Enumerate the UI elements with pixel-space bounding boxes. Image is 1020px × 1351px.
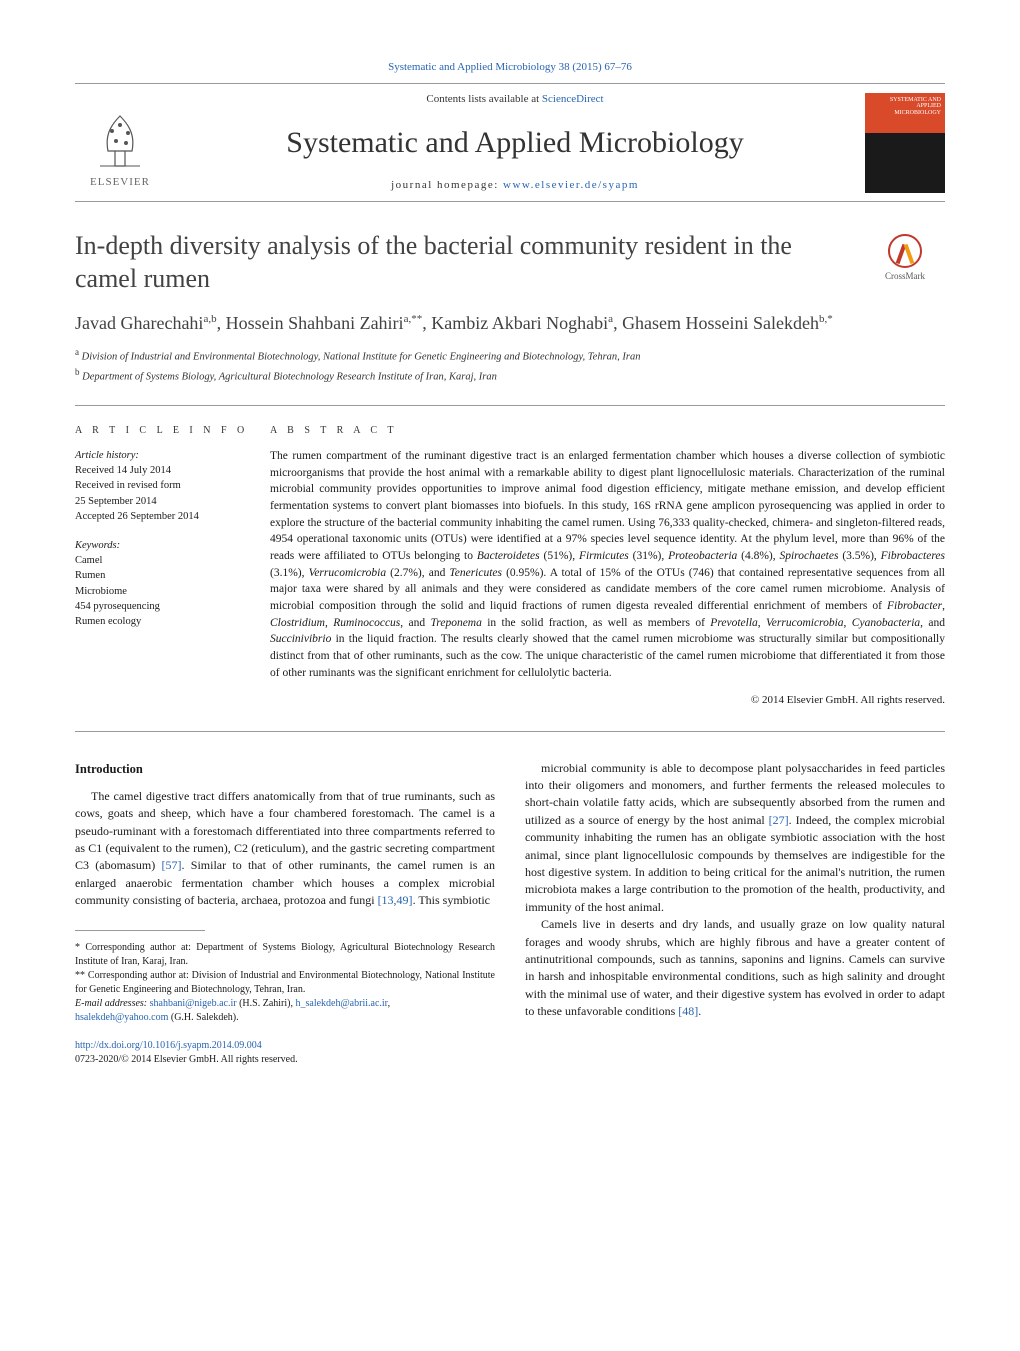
abstract-column: a b s t r a c t The rumen compartment of… — [270, 424, 945, 709]
section-heading-introduction: Introduction — [75, 760, 495, 778]
elsevier-label: ELSEVIER — [90, 175, 150, 190]
article-history: Article history: Received 14 July 2014 R… — [75, 448, 250, 524]
emails-label: E-mail addresses: — [75, 998, 150, 1009]
body-paragraph: Camels live in deserts and dry lands, an… — [525, 916, 945, 1020]
contents-prefix: Contents lists available at — [426, 93, 541, 105]
journal-homepage-line: journal homepage: www.elsevier.de/syapm — [185, 178, 845, 193]
journal-header: ELSEVIER Contents lists available at Sci… — [75, 83, 945, 202]
email-link[interactable]: shahbani@nigeb.ac.ir — [150, 998, 237, 1009]
footnote-emails: E-mail addresses: shahbani@nigeb.ac.ir (… — [75, 997, 495, 1025]
crossmark-label: CrossMark — [865, 270, 945, 283]
crossmark-icon — [888, 234, 922, 268]
email-sep: , — [388, 998, 391, 1009]
footnote-star2: ** Corresponding author at: Division of … — [75, 969, 495, 997]
email-who: (H.S. Zahiri), — [237, 998, 296, 1009]
footnote-star1: * Corresponding author at: Department of… — [75, 941, 495, 969]
email-link[interactable]: h_salekdeh@abrii.ac.ir — [295, 998, 387, 1009]
history-line: Accepted 26 September 2014 — [75, 509, 250, 524]
elsevier-logo: ELSEVIER — [75, 95, 165, 190]
email-link[interactable]: hsalekdeh@yahoo.com — [75, 1012, 168, 1023]
body-columns: Introduction The camel digestive tract d… — [75, 760, 945, 1067]
journal-citation-link[interactable]: Systematic and Applied Microbiology 38 (… — [388, 61, 632, 73]
body-paragraph: microbial community is able to decompose… — [525, 760, 945, 917]
sciencedirect-link[interactable]: ScienceDirect — [542, 93, 604, 105]
history-line: Received in revised form — [75, 478, 250, 493]
affil-sup: b — [75, 367, 80, 377]
affil-text: Department of Systems Biology, Agricultu… — [82, 371, 497, 382]
email-who: (G.H. Salekdeh). — [168, 1012, 238, 1023]
affil-sup: a — [75, 347, 79, 357]
history-title: Article history: — [75, 448, 250, 463]
keywords-block: Keywords: Camel Rumen Microbiome 454 pyr… — [75, 538, 250, 629]
issn-copyright: 0723-2020/© 2014 Elsevier GmbH. All righ… — [75, 1054, 298, 1065]
history-line: 25 September 2014 — [75, 494, 250, 509]
crossmark-badge[interactable]: CrossMark — [865, 234, 945, 283]
history-line: Received 14 July 2014 — [75, 463, 250, 478]
doi-block: http://dx.doi.org/10.1016/j.syapm.2014.0… — [75, 1039, 495, 1067]
keyword: Microbiome — [75, 584, 250, 599]
homepage-prefix: journal homepage: — [391, 179, 503, 191]
contents-available-line: Contents lists available at ScienceDirec… — [185, 92, 845, 107]
keyword: Camel — [75, 553, 250, 568]
footnote-rule — [75, 930, 205, 931]
affiliations: a Division of Industrial and Environment… — [75, 346, 945, 385]
keyword: 454 pyrosequencing — [75, 599, 250, 614]
doi-link[interactable]: http://dx.doi.org/10.1016/j.syapm.2014.0… — [75, 1040, 262, 1051]
article-info-heading: a r t i c l e i n f o — [75, 424, 250, 438]
keywords-title: Keywords: — [75, 538, 250, 553]
affil-text: Division of Industrial and Environmental… — [82, 352, 641, 363]
corresponding-footnotes: * Corresponding author at: Department of… — [75, 941, 495, 1025]
body-col-left: Introduction The camel digestive tract d… — [75, 760, 495, 1067]
article-info-sidebar: a r t i c l e i n f o Article history: R… — [75, 424, 270, 709]
elsevier-tree-icon — [90, 111, 150, 171]
journal-name: Systematic and Applied Microbiology — [185, 122, 845, 164]
keyword: Rumen — [75, 568, 250, 583]
journal-homepage-link[interactable]: www.elsevier.de/syapm — [503, 179, 639, 191]
cover-thumb-text: SYSTEMATIC AND APPLIED MICROBIOLOGY — [869, 97, 941, 117]
keyword: Rumen ecology — [75, 614, 250, 629]
abstract-copyright: © 2014 Elsevier GmbH. All rights reserve… — [270, 693, 945, 708]
abstract-heading: a b s t r a c t — [270, 424, 945, 438]
affiliation-b: b Department of Systems Biology, Agricul… — [75, 366, 945, 385]
body-col-right: microbial community is able to decompose… — [525, 760, 945, 1067]
running-header: Systematic and Applied Microbiology 38 (… — [75, 60, 945, 75]
affiliation-a: a Division of Industrial and Environment… — [75, 346, 945, 365]
article-title: In-depth diversity analysis of the bacte… — [75, 230, 845, 295]
body-paragraph: The camel digestive tract differs anatom… — [75, 788, 495, 910]
abstract-text: The rumen compartment of the ruminant di… — [270, 448, 945, 681]
author-list: Javad Gharechahia,b, Hossein Shahbani Za… — [75, 311, 945, 336]
journal-cover-thumbnail: SYSTEMATIC AND APPLIED MICROBIOLOGY — [865, 93, 945, 193]
